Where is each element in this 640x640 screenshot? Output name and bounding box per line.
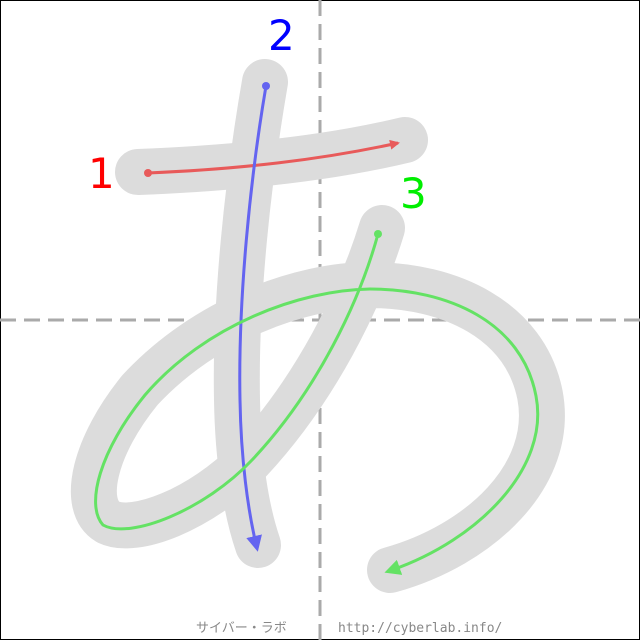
stroke-3-path — [94, 233, 540, 575]
stroke-1-path — [147, 139, 400, 175]
stroke-2-path — [238, 85, 268, 552]
stroke-2-number: 2 — [268, 11, 295, 60]
footer-url: http://cyberlab.info/ — [338, 621, 502, 636]
stroke-1-number: 1 — [88, 149, 115, 198]
ghost-stroke-3 — [70, 205, 565, 593]
stroke-3-number: 3 — [400, 169, 427, 218]
footer-site-name: サイバー・ラボ — [196, 621, 287, 636]
